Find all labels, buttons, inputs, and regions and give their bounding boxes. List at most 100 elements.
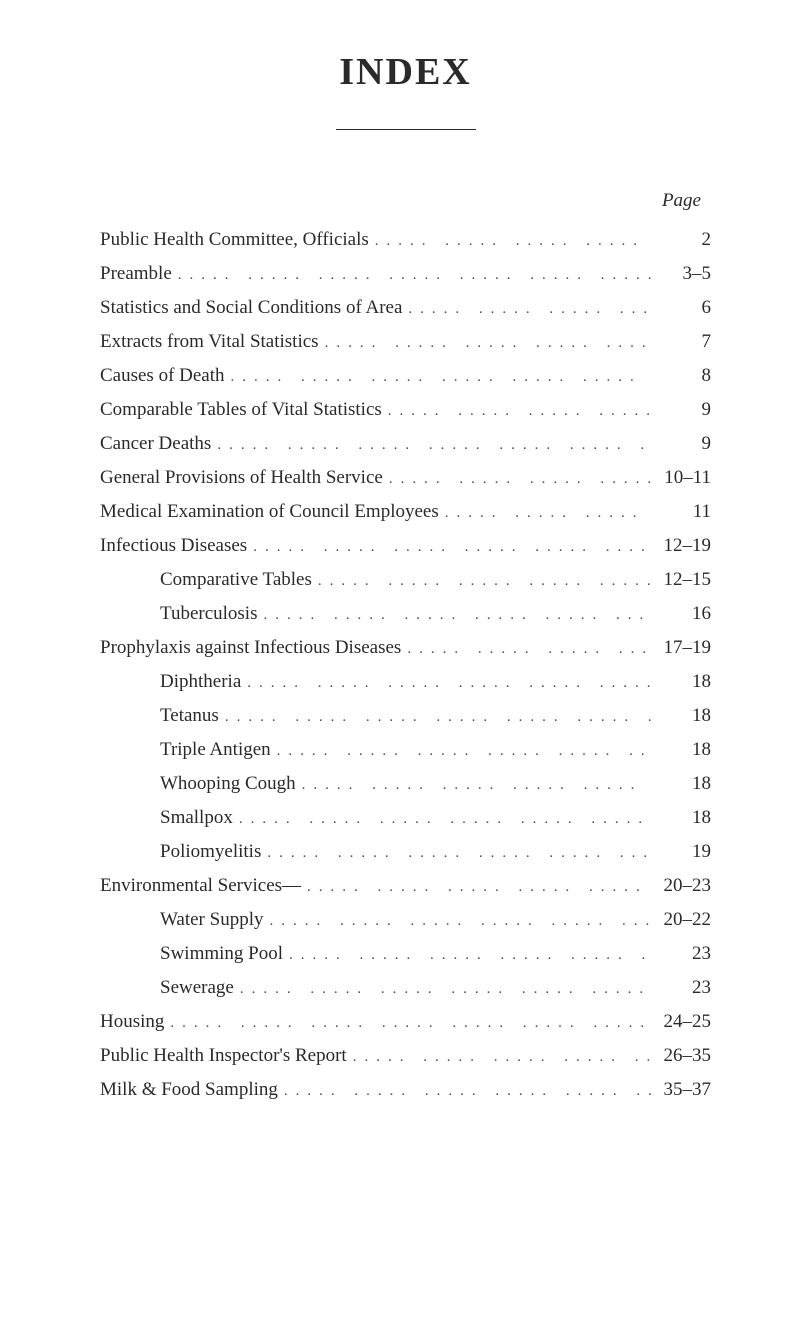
entry-label: Triple Antigen: [100, 740, 271, 759]
dot-leader: [219, 706, 651, 725]
page-column-header: Page: [100, 190, 711, 212]
entry-page: 20–22: [651, 910, 711, 929]
dot-leader: [319, 332, 651, 351]
entry-label: Swimming Pool: [100, 944, 283, 963]
entry-label: Causes of Death: [100, 366, 225, 385]
entry-label: Poliomyelitis: [100, 842, 261, 861]
index-entry: Milk & Food Sampling 35–37: [100, 1080, 711, 1099]
entry-label: Comparable Tables of Vital Statistics: [100, 400, 382, 419]
entry-label: Tuberculosis: [100, 604, 257, 623]
entry-label: Housing: [100, 1012, 164, 1031]
index-entry: Triple Antigen18: [100, 740, 711, 759]
entry-page: 9: [651, 400, 711, 419]
index-entry: Infectious Diseases12–19: [100, 536, 711, 555]
entry-label: Smallpox: [100, 808, 233, 827]
entry-label: Tetanus: [100, 706, 219, 725]
index-entry: General Provisions of Health Service 10–1…: [100, 468, 711, 487]
dot-leader: [172, 264, 651, 283]
index-entry: Preamble 3–5: [100, 264, 711, 283]
entry-label: Diphtheria: [100, 672, 241, 691]
dot-leader: [439, 502, 651, 521]
index-entry: Cancer Deaths 9: [100, 434, 711, 453]
entry-page: 18: [651, 672, 711, 691]
entry-page: 19: [651, 842, 711, 861]
entry-page: 26–35: [651, 1046, 711, 1065]
dot-leader: [164, 1012, 651, 1031]
dot-leader: [369, 230, 651, 249]
index-entry: Water Supply 20–22: [100, 910, 711, 929]
entry-page: 24–25: [651, 1012, 711, 1031]
index-entry: Extracts from Vital Statistics 7: [100, 332, 711, 351]
dot-leader: [211, 434, 651, 453]
index-title: INDEX: [100, 50, 711, 94]
index-entry: Tetanus 18: [100, 706, 711, 725]
dot-leader: [301, 876, 651, 895]
entry-label: Prophylaxis against Infectious Diseases: [100, 638, 401, 657]
dot-leader: [402, 298, 651, 317]
entry-page: 11: [651, 502, 711, 521]
dot-leader: [382, 400, 651, 419]
index-entry: Diphtheria 18: [100, 672, 711, 691]
dot-leader: [347, 1046, 651, 1065]
dot-leader: [296, 774, 651, 793]
entry-page: 10–11: [651, 468, 711, 487]
dot-leader: [312, 570, 651, 589]
dot-leader: [241, 672, 651, 691]
dot-leader: [247, 536, 651, 555]
entry-page: 18: [651, 774, 711, 793]
dot-leader: [401, 638, 651, 657]
title-divider: [336, 129, 476, 130]
entry-label: General Provisions of Health Service: [100, 468, 383, 487]
index-entry: Whooping Cough 18: [100, 774, 711, 793]
entry-label: Milk & Food Sampling: [100, 1080, 278, 1099]
dot-leader: [278, 1080, 651, 1099]
entry-page: 23: [651, 944, 711, 963]
entry-label: Whooping Cough: [100, 774, 296, 793]
entry-label: Public Health Committee, Officials: [100, 230, 369, 249]
entry-label: Comparative Tables: [100, 570, 312, 589]
dot-leader: [261, 842, 651, 861]
entry-label: Sewerage: [100, 978, 234, 997]
entry-page: 18: [651, 808, 711, 827]
dot-leader: [257, 604, 651, 623]
index-entry: Smallpox 18: [100, 808, 711, 827]
index-entry: Poliomyelitis 19: [100, 842, 711, 861]
entry-page: 18: [651, 706, 711, 725]
entry-label: Environmental Services—: [100, 876, 301, 895]
entry-label: Preamble: [100, 264, 172, 283]
index-entry: Environmental Services— 20–23: [100, 876, 711, 895]
entry-page: 8: [651, 366, 711, 385]
index-entry: Prophylaxis against Infectious Diseases 1…: [100, 638, 711, 657]
entry-page: 3–5: [651, 264, 711, 283]
entry-page: 9: [651, 434, 711, 453]
dot-leader: [225, 366, 651, 385]
index-entry: Medical Examination of Council Employees…: [100, 502, 711, 521]
entry-page: 23: [651, 978, 711, 997]
dot-leader: [283, 944, 651, 963]
entry-page: 20–23: [651, 876, 711, 895]
entry-page: 7: [651, 332, 711, 351]
dot-leader: [234, 978, 651, 997]
entry-label: Infectious Diseases: [100, 536, 247, 555]
entry-page: 16: [651, 604, 711, 623]
index-entry: Public Health Committee, Officials 2: [100, 230, 711, 249]
entry-page: 12–15: [651, 570, 711, 589]
index-entry: Housing 24–25: [100, 1012, 711, 1031]
entry-label: Medical Examination of Council Employees: [100, 502, 439, 521]
entry-label: Cancer Deaths: [100, 434, 211, 453]
index-entry: Comparable Tables of Vital Statistics 9: [100, 400, 711, 419]
entry-page: 17–19: [651, 638, 711, 657]
index-entry: Swimming Pool 23: [100, 944, 711, 963]
dot-leader: [233, 808, 651, 827]
index-entry: Tuberculosis 16: [100, 604, 711, 623]
index-entry: Public Health Inspector's Report 26–35: [100, 1046, 711, 1065]
entry-page: 2: [651, 230, 711, 249]
dot-leader: [263, 910, 651, 929]
entry-label: Public Health Inspector's Report: [100, 1046, 347, 1065]
index-entry: Causes of Death 8: [100, 366, 711, 385]
entry-label: Extracts from Vital Statistics: [100, 332, 319, 351]
entry-page: 35–37: [651, 1080, 711, 1099]
entry-label: Water Supply: [100, 910, 263, 929]
entry-page: 6: [651, 298, 711, 317]
dot-leader: [271, 740, 651, 759]
